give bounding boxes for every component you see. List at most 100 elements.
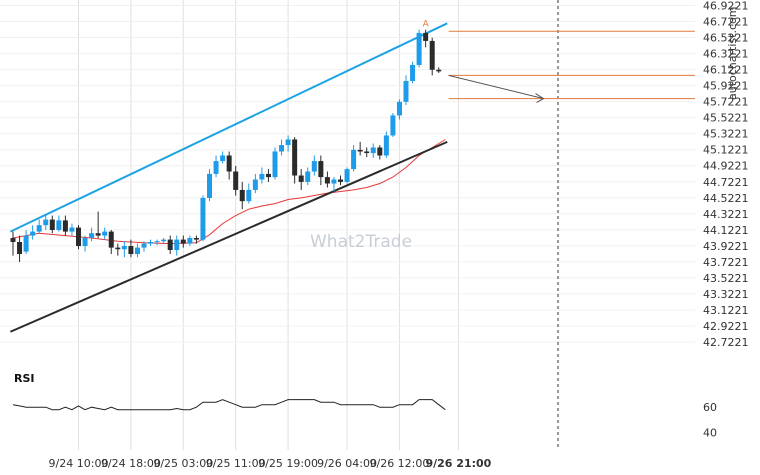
y-tick-label: 43.1221	[703, 304, 749, 317]
y-tick-label: 44.7221	[703, 176, 749, 189]
candle-body	[370, 147, 376, 154]
candle	[69, 223, 75, 236]
candle	[351, 145, 357, 172]
candle	[377, 145, 383, 160]
projection-arrow-line	[448, 74, 544, 100]
candle	[259, 167, 265, 184]
y-tick-label: 45.1221	[703, 144, 749, 157]
candle-body	[351, 149, 357, 170]
candle-body	[272, 151, 278, 178]
candle-body	[416, 32, 422, 65]
ma-layer	[12, 139, 446, 245]
candle	[121, 241, 127, 258]
candle	[311, 155, 317, 176]
candle-body	[383, 135, 389, 156]
candle	[331, 177, 337, 192]
candle	[370, 143, 376, 158]
candle-body	[357, 149, 363, 152]
rsi-label: RSI	[14, 372, 35, 385]
grid-layer	[0, 0, 695, 450]
candle-body	[285, 139, 291, 146]
x-tick-label: 9/25 03:00	[153, 457, 213, 470]
candle-body	[128, 246, 134, 255]
candle	[252, 173, 258, 194]
projection-arrow-head	[535, 93, 545, 104]
candle-body	[174, 239, 180, 251]
candle-body	[279, 145, 285, 152]
candle-body	[115, 247, 121, 250]
x-tick-label: 9/26 12:00	[369, 457, 429, 470]
candle	[17, 235, 23, 263]
rsi-tick-label: 60	[703, 401, 717, 414]
y-tick-label: 43.9221	[703, 240, 749, 253]
candle-body	[220, 155, 226, 162]
candle-body	[259, 173, 265, 180]
candle-body	[121, 246, 127, 250]
rsi-line	[12, 399, 446, 411]
y-tick-label: 45.5221	[703, 112, 749, 125]
candle	[279, 139, 285, 156]
candle	[364, 147, 370, 158]
candle-body	[207, 173, 212, 198]
x-tick-label: 9/26 04:00	[317, 457, 377, 470]
candle-body	[318, 161, 324, 178]
y-tick-label: 43.3221	[703, 288, 749, 301]
channel-layer	[9, 22, 448, 333]
y-tick-label: 44.1221	[703, 224, 749, 237]
candle	[115, 243, 121, 256]
candle	[193, 235, 199, 244]
y-tick-label: 46.3221	[703, 48, 749, 61]
candle	[285, 135, 291, 152]
candle	[239, 181, 245, 210]
candle-body	[200, 197, 206, 240]
candle	[436, 67, 442, 73]
y-tick-label: 42.7221	[703, 336, 749, 349]
candle-body	[324, 177, 330, 184]
candle-body	[134, 247, 140, 255]
candle-body	[148, 242, 154, 244]
candle	[318, 155, 324, 186]
x-tick-label: 9/24 18:00	[101, 457, 161, 470]
y-tick-label: 46.9221	[703, 0, 749, 13]
candle	[383, 131, 389, 158]
side-label: autochartist.com	[726, 7, 739, 100]
candle-body	[69, 227, 75, 232]
candle-body	[246, 189, 252, 202]
candle-body	[311, 161, 317, 172]
candle-body	[23, 235, 29, 252]
axis-layer: 9/24 10:009/24 18:009/25 03:009/25 11:00…	[49, 0, 749, 470]
candle	[108, 229, 114, 255]
candle	[410, 61, 416, 84]
y-tick-label: 44.5221	[703, 192, 749, 205]
candle	[36, 219, 42, 234]
candle	[233, 165, 239, 196]
candle-body	[364, 151, 370, 154]
pattern-marker: A	[423, 19, 430, 29]
x-tick-label: 9/25 11:00	[206, 457, 266, 470]
candle	[213, 155, 219, 178]
y-tick-label: 46.7221	[703, 16, 749, 29]
rsi-layer: RSI	[12, 372, 446, 411]
y-tick-label: 44.3221	[703, 208, 749, 221]
candle	[416, 29, 422, 68]
candle	[246, 183, 252, 204]
candle-body	[233, 171, 239, 190]
annotation-layer: A	[423, 19, 545, 104]
candle-body	[239, 189, 245, 202]
channel-upper-line	[9, 22, 448, 233]
candle	[82, 235, 88, 252]
moving-average-line	[12, 139, 446, 245]
candle-body	[226, 155, 232, 172]
candle	[187, 235, 193, 247]
y-tick-label: 45.7221	[703, 96, 749, 109]
candle-body	[390, 115, 396, 136]
y-tick-label: 43.7221	[703, 256, 749, 269]
candle	[128, 239, 134, 258]
candle	[429, 37, 435, 76]
candle-body	[292, 139, 298, 176]
watermark-text: What2Trade	[310, 232, 412, 252]
candle	[390, 113, 396, 138]
candle-body	[141, 243, 147, 248]
